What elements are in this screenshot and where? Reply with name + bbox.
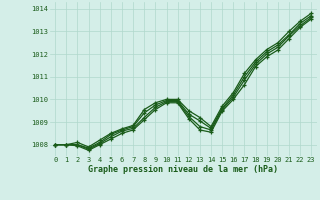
X-axis label: Graphe pression niveau de la mer (hPa): Graphe pression niveau de la mer (hPa)	[88, 165, 278, 174]
